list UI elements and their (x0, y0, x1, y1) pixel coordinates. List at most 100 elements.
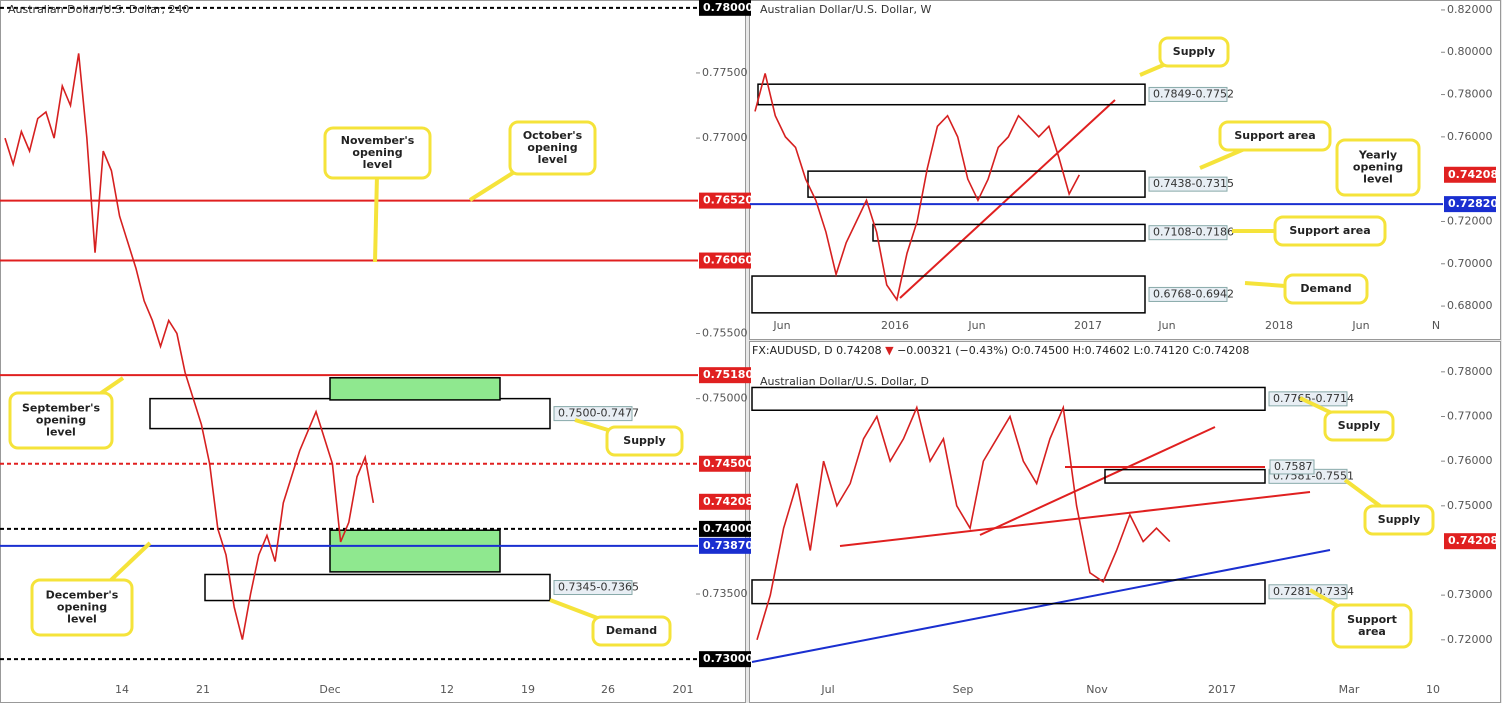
callout-text: level (538, 153, 568, 166)
y-tick-label: 0.73500 (702, 587, 748, 600)
zone (1104, 468, 1266, 484)
zone-label-box (553, 580, 633, 596)
x-tick-label: 21 (196, 683, 210, 696)
x-tick-label: 19 (521, 683, 535, 696)
zone-label: 0.7345-0.7365 (558, 581, 639, 594)
trend-line (839, 491, 1311, 547)
callout (8, 391, 114, 450)
chart-title: Australian Dollar/U.S. Dollar, 240 (8, 3, 190, 16)
zone-label-box (1148, 86, 1228, 102)
header-part: ▼ (885, 344, 894, 357)
callout (591, 615, 672, 647)
callout-text: opening (57, 601, 107, 614)
zone-label: 0.7765-0.7714 (1273, 392, 1354, 405)
x-tick-label: N (1432, 319, 1440, 332)
callout-text: opening (1353, 161, 1403, 174)
callout (1323, 410, 1395, 442)
price-badge (699, 0, 751, 16)
callout (1335, 138, 1421, 197)
callout (508, 120, 597, 176)
zone (757, 83, 1146, 106)
y-tick-label: 0.72000 (1447, 633, 1493, 646)
y-tick-label: 0.77000 (1447, 409, 1493, 422)
callout (1363, 504, 1435, 536)
zone-label: 0.7108-0.7186 (1153, 226, 1234, 239)
x-tick-label: Mar (1339, 683, 1360, 696)
marker-label-box (1269, 459, 1315, 475)
zone-label-box (1148, 225, 1228, 241)
zone (751, 275, 1146, 314)
zone (751, 579, 1266, 605)
header-part: FX:AUDUSD, D (752, 344, 833, 357)
callout-text: opening (527, 141, 577, 154)
callout (30, 578, 134, 637)
y-tick-label: 0.82000 (1447, 3, 1493, 16)
header-part: O:0.74500 (1012, 344, 1070, 357)
price-line (4, 53, 375, 640)
y-tick-label: 0.77000 (702, 131, 748, 144)
chart-title: Australian Dollar/U.S. Dollar, D (760, 375, 929, 388)
zone-label-box (1148, 286, 1228, 302)
y-tick-label: 0.72000 (1447, 214, 1493, 227)
callout (605, 425, 684, 457)
x-tick-label: Nov (1086, 683, 1108, 696)
price-badge (699, 520, 751, 537)
price-badge-label: 0.78000 (703, 1, 753, 14)
price-badge-label: 0.76060 (703, 254, 753, 267)
price-badge (699, 537, 751, 554)
callout-text: November's (341, 134, 415, 147)
callout-text: level (1363, 173, 1393, 186)
trend-line (899, 99, 1116, 299)
price-badge (699, 651, 751, 668)
price-badge-label: 0.74500 (703, 457, 753, 470)
x-tick-label: Dec (319, 683, 340, 696)
zone-label-box (1268, 584, 1348, 600)
price-badge-label: 0.74208 (1448, 534, 1498, 547)
x-tick-label: Sep (953, 683, 974, 696)
price-badge-label: 0.74208 (703, 495, 753, 508)
x-tick-label: 12 (440, 683, 454, 696)
y-tick-label: 0.75500 (702, 326, 748, 339)
price-badge-label: 0.73000 (703, 652, 753, 665)
callout-text: Support (1347, 613, 1397, 626)
x-tick-label: 201 (673, 683, 694, 696)
callout-text: October's (523, 129, 583, 142)
marker-label: 0.7587 (1274, 460, 1313, 473)
y-tick-label: 0.76000 (1447, 130, 1493, 143)
callout-text: Supply (1378, 513, 1420, 526)
zone-label-box (1148, 176, 1228, 192)
price-line (754, 73, 1081, 302)
callout-text: Support area (1289, 224, 1370, 237)
x-tick-label: 26 (601, 683, 615, 696)
price-badge-label: 0.73870 (703, 539, 753, 552)
header-part: L:0.74120 (1134, 344, 1189, 357)
price-badge (1444, 196, 1496, 213)
x-tick-label: 14 (115, 683, 129, 696)
y-tick-label: 0.77500 (702, 66, 748, 79)
callout-text: Demand (606, 624, 657, 637)
zone (329, 529, 501, 573)
callout-text: level (46, 426, 76, 439)
y-tick-label: 0.75000 (1447, 499, 1493, 512)
zone-label: 0.7438-0.7315 (1153, 177, 1234, 190)
chart-title: Australian Dollar/U.S. Dollar, W (760, 3, 931, 16)
callout-text: Supply (1173, 45, 1215, 58)
y-tick-label: 0.75000 (702, 392, 748, 405)
callout-text: level (67, 613, 97, 626)
price-badge (699, 493, 751, 510)
header-part: −0.00321 (−0.43%) (897, 344, 1008, 357)
callout (1158, 36, 1230, 68)
callout-text: area (1358, 625, 1386, 638)
zone-label-box (553, 406, 633, 422)
x-tick-label: Jun (967, 319, 985, 332)
callout-text: Supply (1338, 419, 1380, 432)
callout-text: Supply (623, 434, 665, 447)
zone (751, 386, 1266, 411)
trend-line (979, 426, 1216, 536)
price-badge (699, 455, 751, 472)
price-badge-label: 0.74000 (703, 522, 753, 535)
callout-text: opening (352, 146, 402, 159)
x-tick-label: 10 (1426, 683, 1440, 696)
callout (323, 126, 432, 180)
